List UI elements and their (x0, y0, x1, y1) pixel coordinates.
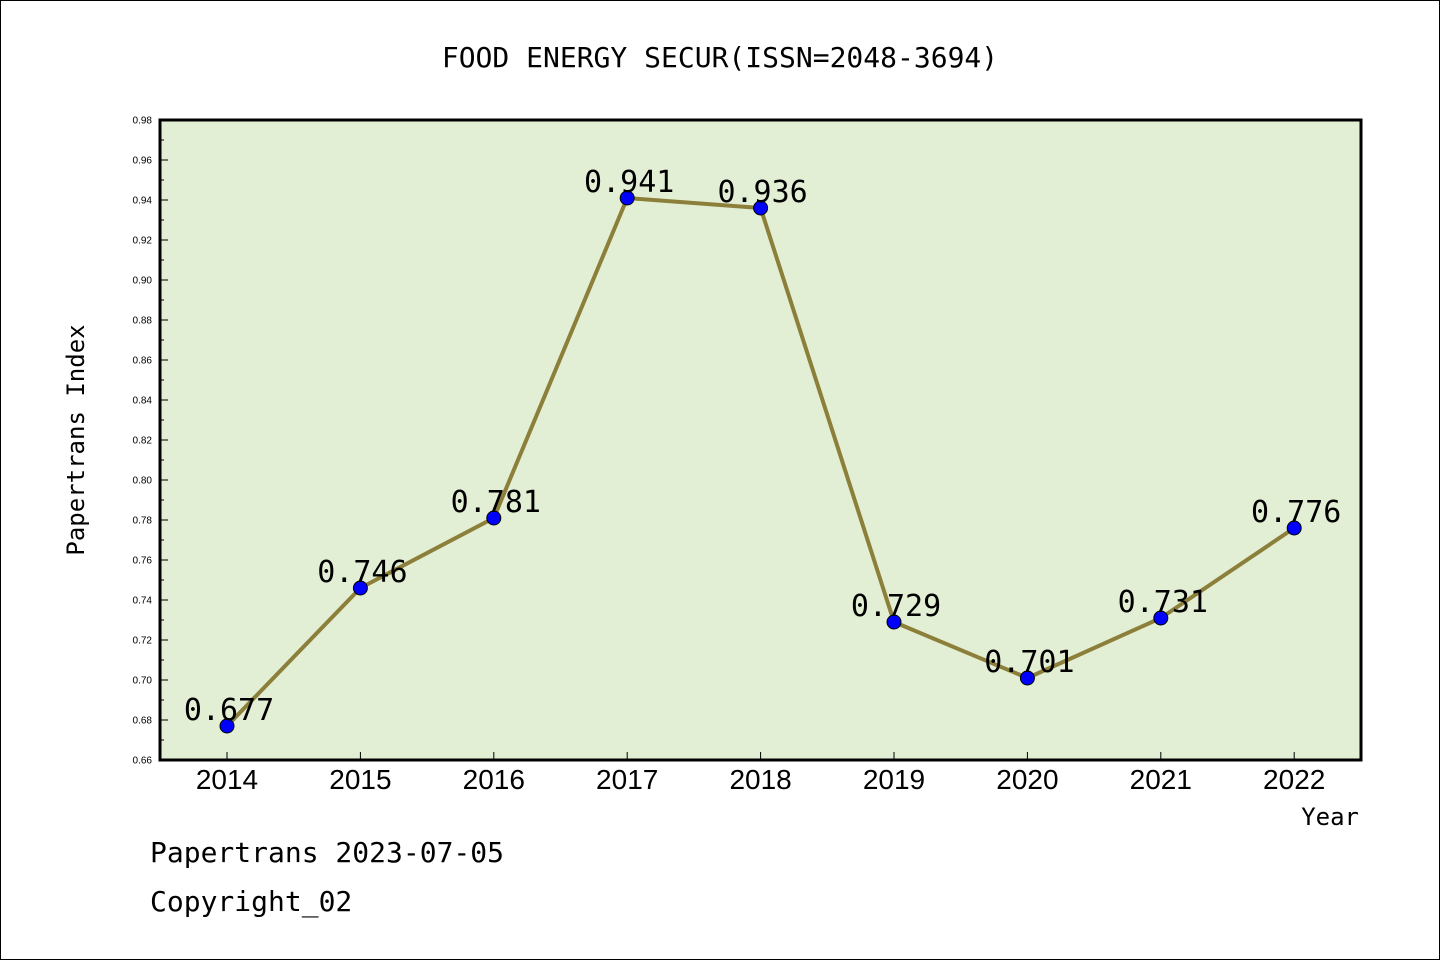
x-tick-label: 2014 (196, 764, 258, 795)
x-tick-label: 2017 (596, 764, 658, 795)
x-tick-label: 2016 (463, 764, 525, 795)
y-tick-label: 0.80 (133, 476, 153, 487)
data-label: 0.781 (451, 485, 541, 520)
y-tick-label: 0.88 (133, 316, 153, 327)
footer-date: Papertrans 2023-07-05 (150, 836, 505, 869)
y-tick-label: 0.78 (133, 516, 153, 527)
chart-title: FOOD ENERGY SECUR(ISSN=2048-3694) (442, 41, 998, 74)
x-tick-label: 2019 (863, 764, 925, 795)
data-point (753, 200, 769, 216)
x-tick-label: 2015 (329, 764, 391, 795)
data-point (219, 718, 235, 734)
x-axis-ticks: 2014 2015 2016 2017 2018 2019 2020 2021 2022 (196, 752, 1325, 795)
data-markers (219, 190, 1302, 734)
y-tick-label: 0.86 (133, 356, 153, 367)
data-point (886, 614, 902, 630)
data-label: 0.746 (317, 555, 407, 590)
plot-area (158, 118, 1363, 762)
x-tick-label: 2022 (1263, 764, 1325, 795)
y-tick-label: 0.74 (133, 596, 153, 607)
y-tick-label: 0.92 (133, 236, 153, 247)
y-tick-label: 0.84 (133, 396, 153, 407)
y-tick-label: 0.96 (133, 156, 153, 167)
y-axis-ticks: 0.66 0.68 0.70 0.72 0.74 0.76 0.78 0.80 0.82 0.84… (133, 116, 168, 767)
y-tick-label: 0.90 (133, 276, 153, 287)
data-point (1286, 520, 1302, 536)
x-tick-label: 2021 (1130, 764, 1192, 795)
data-point (1019, 670, 1035, 686)
data-label: 0.776 (1251, 495, 1341, 530)
y-tick-label: 0.94 (133, 196, 153, 207)
data-point (1153, 610, 1169, 626)
y-tick-label: 0.98 (133, 116, 153, 127)
y-tick-label: 0.70 (133, 676, 153, 687)
data-labels: 0.677 0.746 0.781 0.941 0.936 0.729 0.701 0.731… (184, 165, 1342, 728)
data-label: 0.729 (851, 589, 941, 624)
y-tick-label: 0.68 (133, 716, 153, 727)
y-tick-label: 0.76 (133, 556, 153, 567)
x-tick-label: 2018 (729, 764, 791, 795)
y-tick-label: 0.82 (133, 436, 153, 447)
x-axis-label: Year (1301, 803, 1359, 831)
data-label: 0.677 (184, 693, 274, 728)
data-point (486, 510, 502, 526)
y-tick-label: 0.72 (133, 636, 153, 647)
footer-copyright: Copyright_02 (150, 885, 353, 918)
y-axis-label: Papertrans Index (62, 324, 90, 555)
data-label: 0.731 (1118, 585, 1208, 620)
y-tick-label: 0.66 (133, 756, 153, 767)
data-point (619, 190, 635, 206)
data-label: 0.701 (984, 645, 1074, 680)
x-tick-label: 2020 (996, 764, 1058, 795)
data-point (352, 580, 368, 596)
data-label: 0.941 (584, 165, 674, 200)
data-label: 0.936 (717, 175, 807, 210)
